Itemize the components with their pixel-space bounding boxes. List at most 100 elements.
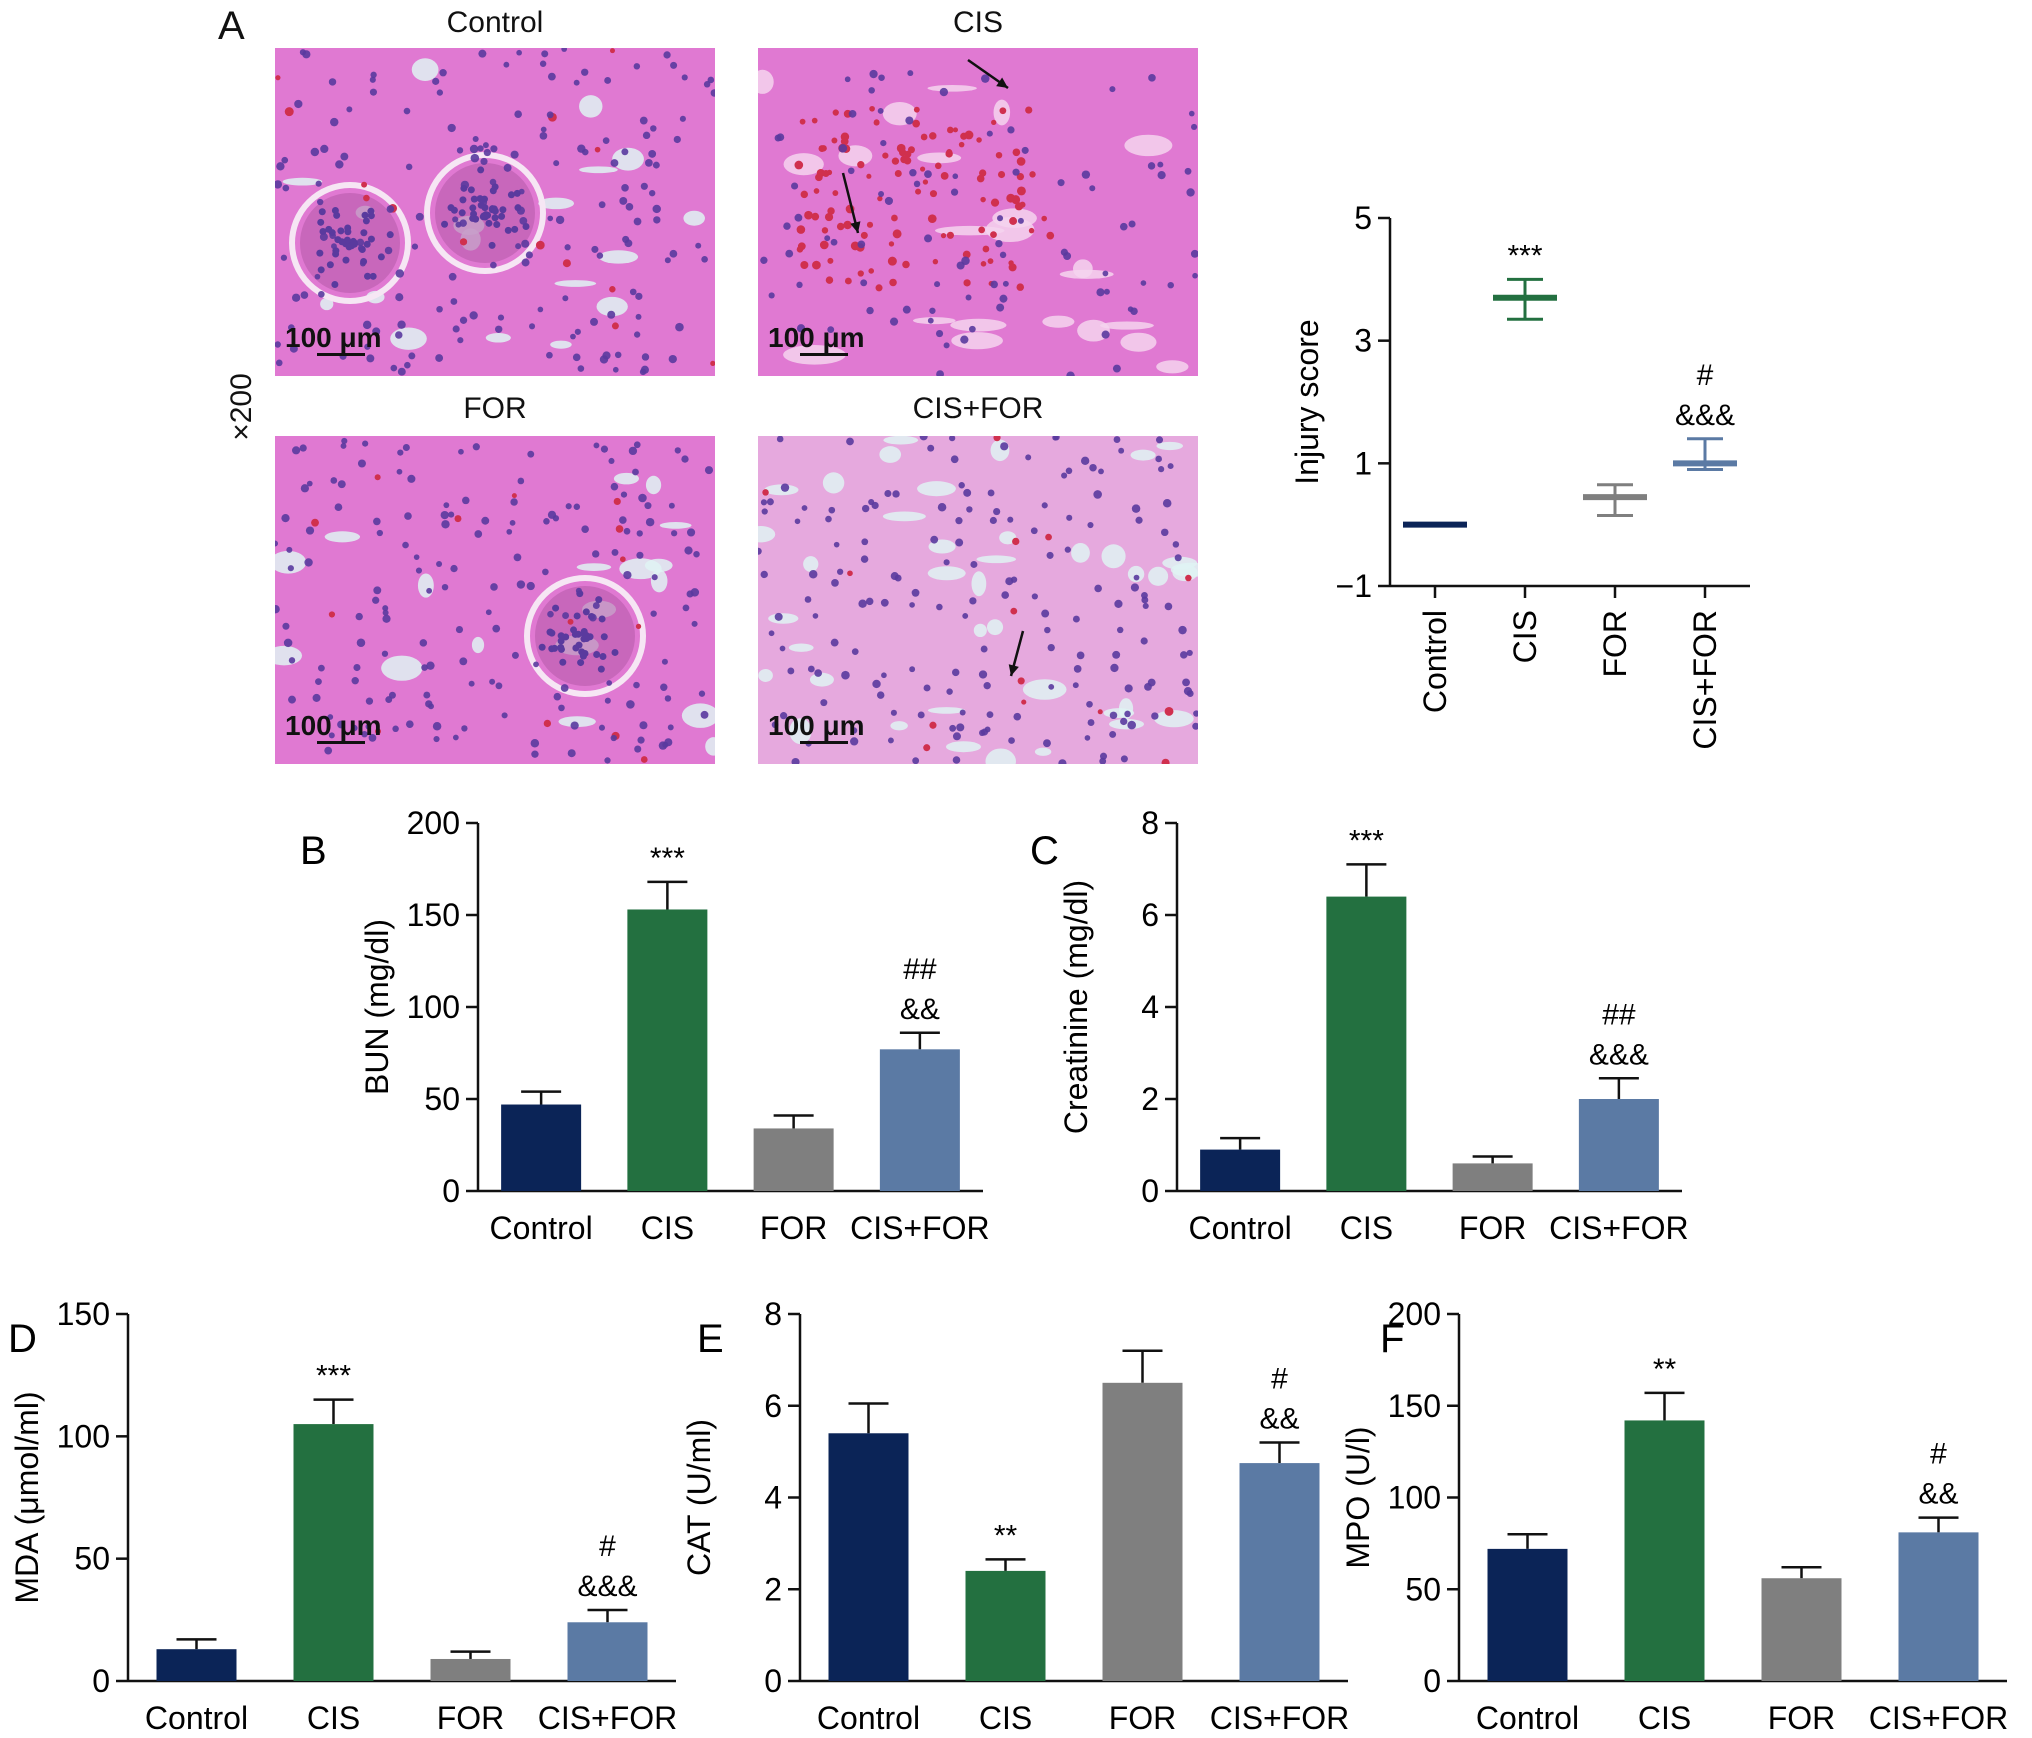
nucleus bbox=[369, 272, 377, 280]
nucleus bbox=[331, 243, 337, 250]
nucleus bbox=[633, 63, 641, 70]
nucleus bbox=[581, 68, 589, 76]
tubule-lumen bbox=[558, 716, 596, 728]
tubule-lumen bbox=[1022, 679, 1067, 700]
nucleus bbox=[562, 612, 570, 620]
red-blood-cell bbox=[609, 286, 616, 293]
nucleus bbox=[511, 225, 519, 233]
nucleus bbox=[507, 191, 515, 199]
tubule-lumen bbox=[950, 318, 1007, 332]
glomerulus-capsule bbox=[289, 182, 411, 304]
red-blood-cell bbox=[875, 284, 883, 292]
red-blood-cell bbox=[891, 157, 900, 165]
nucleus bbox=[1066, 514, 1073, 521]
nucleus bbox=[1087, 521, 1094, 529]
nucleus bbox=[623, 570, 632, 580]
nucleus bbox=[287, 565, 294, 572]
nucleus bbox=[513, 553, 522, 562]
nucleus bbox=[610, 159, 619, 167]
nucleus bbox=[667, 724, 674, 731]
nucleus bbox=[1109, 711, 1118, 720]
red-blood-cell bbox=[920, 133, 928, 141]
nucleus bbox=[857, 240, 866, 249]
nucleus bbox=[1155, 455, 1162, 463]
nucleus bbox=[346, 106, 353, 113]
red-blood-cell bbox=[995, 151, 1003, 159]
x-tick-label: CIS+FOR bbox=[1549, 1210, 1689, 1246]
nucleus bbox=[946, 688, 953, 695]
red-blood-cell bbox=[1021, 699, 1027, 705]
micrograph-title-control: Control bbox=[446, 6, 544, 39]
nucleus bbox=[458, 209, 466, 217]
nucleus bbox=[514, 110, 522, 119]
nucleus bbox=[890, 709, 897, 716]
nucleus bbox=[402, 443, 410, 452]
tubule-lumen bbox=[1042, 315, 1075, 328]
nucleus bbox=[529, 323, 536, 330]
nucleus bbox=[329, 232, 336, 239]
nucleus bbox=[682, 604, 690, 612]
nucleus bbox=[344, 224, 352, 232]
scale-bar bbox=[317, 353, 365, 356]
nucleus bbox=[1131, 504, 1141, 513]
nucleus bbox=[684, 546, 693, 555]
nucleus bbox=[796, 281, 803, 289]
bar bbox=[293, 1424, 374, 1681]
nucleus bbox=[1043, 739, 1051, 748]
nucleus bbox=[459, 657, 468, 666]
red-blood-cell bbox=[912, 119, 920, 128]
nucleus bbox=[573, 503, 581, 510]
nucleus bbox=[611, 648, 619, 656]
tubule-lumen bbox=[890, 721, 908, 731]
nucleus bbox=[335, 160, 344, 169]
nucleus bbox=[959, 709, 966, 716]
nucleus bbox=[359, 260, 366, 267]
nucleus bbox=[995, 239, 1003, 248]
tubule-lumen bbox=[764, 484, 799, 496]
nucleus bbox=[783, 222, 791, 230]
nucleus bbox=[704, 466, 714, 475]
nucleus bbox=[1087, 719, 1095, 727]
nucleus bbox=[1135, 516, 1143, 524]
tubule-lumen bbox=[275, 550, 307, 574]
nucleus bbox=[365, 697, 374, 705]
x-tick-label: FOR bbox=[760, 1210, 828, 1246]
nucleus bbox=[632, 468, 639, 476]
nucleus bbox=[299, 444, 307, 452]
nucleus bbox=[1041, 502, 1048, 509]
nucleus bbox=[1072, 615, 1080, 623]
tubule-lumen bbox=[645, 475, 662, 495]
nucleus bbox=[1005, 577, 1014, 586]
nucleus bbox=[673, 135, 681, 144]
nucleus bbox=[490, 261, 497, 269]
red-blood-cell bbox=[929, 721, 937, 729]
scale-bar-label: 100 μm bbox=[768, 322, 865, 353]
red-blood-cell bbox=[877, 195, 883, 202]
nucleus bbox=[660, 683, 668, 691]
red-blood-cell bbox=[811, 212, 820, 221]
tubule-lumen bbox=[945, 741, 982, 753]
nucleus bbox=[828, 506, 836, 514]
red-blood-cell bbox=[900, 155, 908, 164]
nucleus bbox=[477, 166, 485, 174]
panel-letter-b: B bbox=[300, 829, 327, 873]
red-blood-cell bbox=[982, 245, 990, 253]
red-blood-cell bbox=[952, 127, 959, 133]
nucleus bbox=[315, 180, 322, 187]
tubule-lumen bbox=[644, 558, 673, 573]
nucleus bbox=[330, 117, 339, 127]
nucleus bbox=[691, 620, 698, 627]
red-blood-cell bbox=[275, 75, 281, 81]
nucleus bbox=[1116, 626, 1124, 634]
nucleus bbox=[1047, 643, 1055, 652]
nucleus bbox=[511, 651, 519, 659]
nucleus bbox=[495, 682, 503, 690]
nucleus bbox=[827, 326, 835, 334]
red-blood-cell bbox=[827, 207, 835, 215]
nucleus bbox=[448, 272, 457, 281]
nucleus bbox=[1102, 270, 1109, 277]
x-tick-label: CIS+FOR bbox=[850, 1210, 990, 1246]
x-tick-label: CIS bbox=[307, 1700, 360, 1736]
nucleus bbox=[804, 596, 812, 603]
nucleus bbox=[367, 207, 375, 215]
